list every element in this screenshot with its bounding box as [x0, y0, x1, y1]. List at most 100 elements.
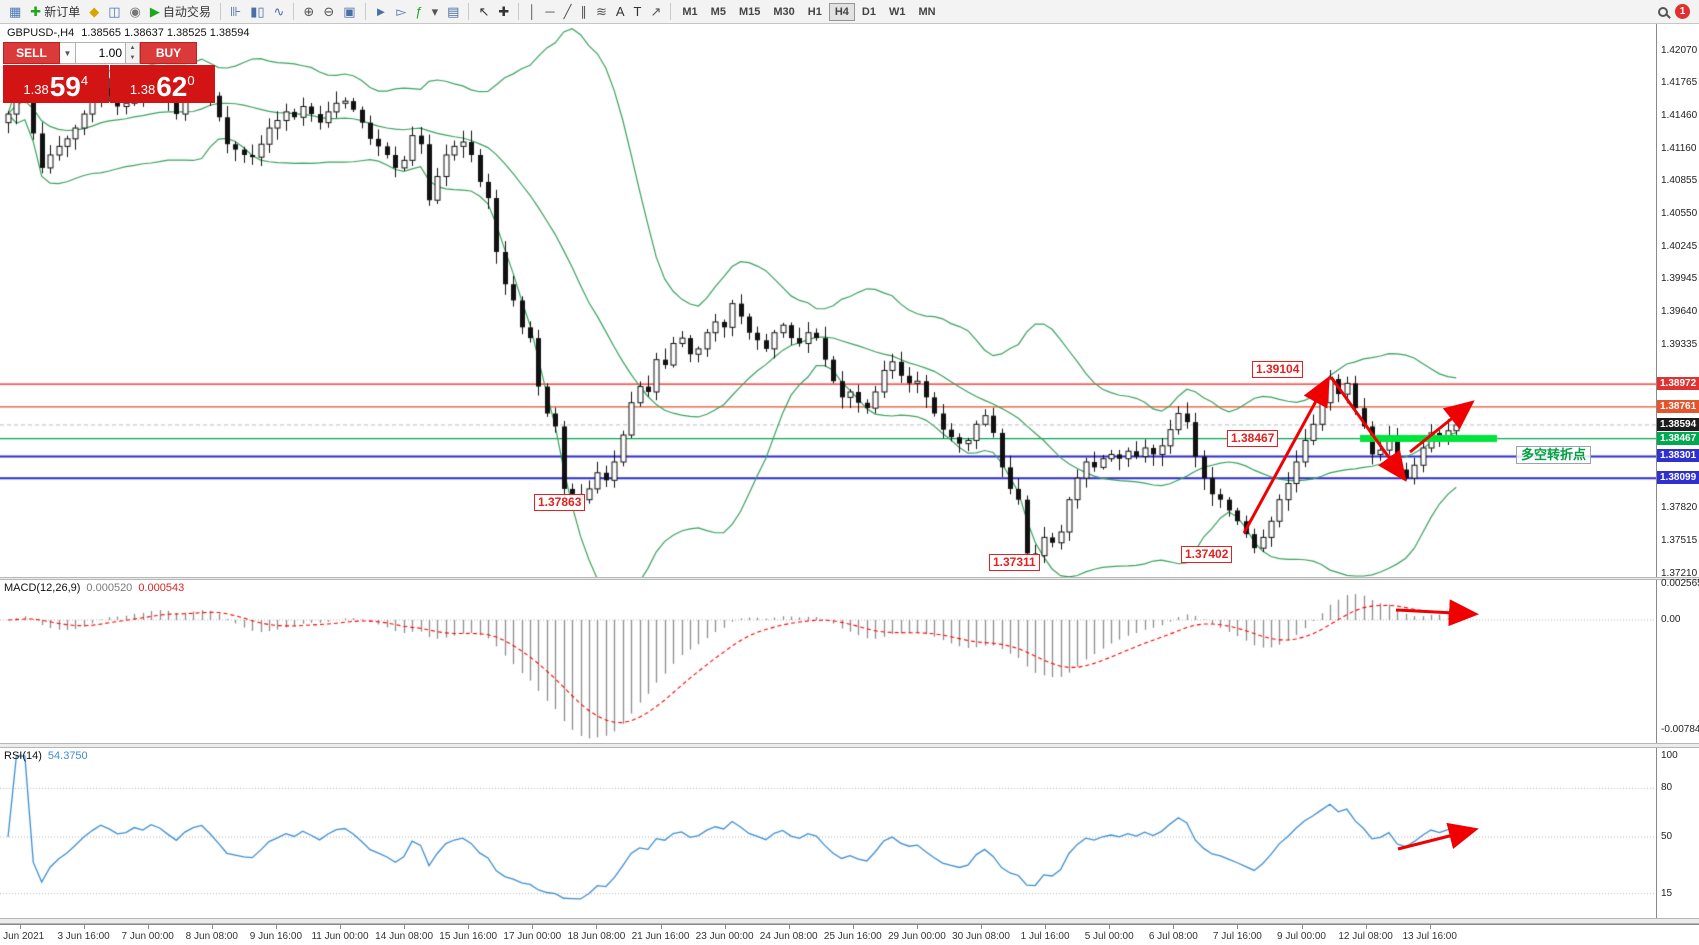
toolbar-separator: [468, 3, 470, 20]
timeframe-m5-button[interactable]: M5: [710, 5, 726, 18]
time-axis-mark: [981, 925, 982, 929]
time-axis-label: 12 Jul 08:00: [1338, 931, 1393, 942]
rsi-indicator-canvas[interactable]: [0, 748, 1657, 918]
time-axis-label: 7 Jul 16:00: [1212, 931, 1262, 942]
time-axis-mark: [1429, 925, 1431, 929]
macd-indicator-canvas[interactable]: [0, 580, 1657, 743]
market-watch-button[interactable]: ◆: [85, 3, 103, 20]
timeframe-m15-button[interactable]: M15: [738, 5, 761, 18]
price-axis-flag: 1.38761: [1657, 399, 1699, 413]
toolbar-separator: [364, 3, 366, 20]
time-axis-mark: [404, 925, 406, 929]
equidistant-channel-icon: ∥: [580, 4, 587, 19]
volume-input[interactable]: [76, 42, 126, 64]
time-axis-label: 3 Jun 16:00: [57, 931, 110, 942]
chevron-down-icon: ▼: [63, 48, 72, 58]
tile-windows-icon: ▣: [343, 4, 356, 19]
notification-badge[interactable]: 1: [1675, 4, 1690, 19]
buy-price-display[interactable]: 1.38 62 0: [109, 65, 215, 103]
toolbar-separator: [518, 3, 520, 20]
panel-splitter[interactable]: [0, 918, 1699, 924]
bar-chart-mode-icon: ⊪: [229, 4, 242, 19]
time-axis-mark: [1109, 925, 1111, 929]
price-axis-tick: 1.42070: [1661, 44, 1698, 56]
data-window-button[interactable]: ◫: [104, 3, 124, 20]
time-axis[interactable]: [0, 924, 1699, 945]
price-axis-flag: 1.38594: [1657, 417, 1699, 431]
macd-value: 0.000520: [86, 582, 133, 594]
timeframe-m30-button[interactable]: M30: [773, 5, 795, 18]
arrows-tool-button[interactable]: ↗: [646, 3, 665, 20]
toolbar-separator: [219, 3, 221, 20]
timeframe-h4-button[interactable]: H4: [828, 2, 855, 21]
cursor-button[interactable]: ↖: [474, 3, 493, 20]
time-axis-mark: [1365, 925, 1367, 929]
navigator-button[interactable]: ◉: [126, 3, 145, 20]
timeframe-w1-button[interactable]: W1: [888, 5, 906, 18]
text-label-button[interactable]: T: [630, 3, 646, 20]
timeframe-m1-button[interactable]: M1: [682, 5, 698, 18]
new-chart-button[interactable]: ▦: [5, 3, 25, 20]
line-chart-mode-button[interactable]: ∿: [270, 3, 289, 20]
volume-stepper[interactable]: ▲ ▼: [126, 42, 140, 64]
buy-button[interactable]: BUY: [140, 42, 197, 64]
price-axis-flag: 1.38972: [1657, 377, 1699, 391]
timeframe-mn-button[interactable]: MN: [918, 5, 936, 18]
time-axis-mark: [724, 925, 726, 929]
sell-price-display[interactable]: 1.38 59 4: [3, 65, 109, 103]
auto-trading-button[interactable]: ▶ 自动交易: [146, 1, 215, 22]
text-label-icon: T: [633, 4, 642, 19]
rsi-axis-tick: 80: [1661, 782, 1673, 794]
time-axis-mark: [211, 925, 213, 929]
time-axis-label: 21 Jun 16:00: [631, 931, 690, 942]
trendline-button[interactable]: ╱: [560, 3, 576, 20]
price-axis-tick: 1.39945: [1661, 273, 1698, 285]
periods-button[interactable]: ▾: [428, 3, 443, 20]
timeframe-d1-button[interactable]: D1: [861, 5, 876, 18]
macd-axis-tick: 0.002565: [1661, 578, 1699, 590]
panel-splitter[interactable]: [0, 577, 1699, 580]
time-axis-mark: [275, 925, 277, 929]
cursor-icon: ↖: [478, 4, 490, 19]
buy-price-small: 1.38: [129, 82, 156, 97]
chart-shift-button[interactable]: ▻: [392, 3, 410, 20]
stepper-down-icon[interactable]: ▼: [126, 53, 139, 63]
price-annotation-label: 1.38467: [1227, 430, 1279, 447]
candlestick-mode-button[interactable]: ▮▯: [246, 3, 268, 20]
horizontal-line-button[interactable]: ─: [541, 3, 558, 20]
new-chart-icon: ▦: [9, 4, 22, 19]
time-axis-label: 5 Jul 00:00: [1084, 931, 1134, 942]
text-button[interactable]: A: [612, 3, 629, 20]
crosshair-button[interactable]: ✚: [494, 3, 513, 20]
time-axis-mark: [916, 925, 918, 929]
panel-splitter[interactable]: [0, 743, 1699, 748]
volume-dropdown[interactable]: ▼: [60, 42, 76, 64]
vertical-line-button[interactable]: │: [524, 3, 540, 20]
templates-button[interactable]: ▤: [443, 3, 463, 20]
indicators-button[interactable]: ƒ: [411, 3, 426, 20]
horizontal-line-icon: ─: [545, 4, 555, 19]
periods-icon: ▾: [431, 4, 439, 19]
price-axis-flag: 1.38301: [1657, 449, 1699, 463]
text-icon: A: [615, 4, 625, 19]
price-chart-canvas[interactable]: [0, 24, 1657, 577]
fibonacci-button[interactable]: ≋: [592, 3, 611, 20]
stepper-up-icon[interactable]: ▲: [126, 43, 139, 53]
sell-button[interactable]: SELL: [3, 42, 60, 64]
search-icon[interactable]: [1658, 6, 1668, 17]
auto-scroll-button[interactable]: ►: [371, 3, 392, 20]
equidistant-channel-button[interactable]: ∥: [576, 3, 591, 20]
tile-windows-button[interactable]: ▣: [339, 3, 359, 20]
time-axis-label: 6 Jul 08:00: [1148, 931, 1198, 942]
time-axis-label: 17 Jun 00:00: [503, 931, 562, 942]
time-axis-label: 9 Jun 16:00: [249, 931, 303, 942]
bar-chart-mode-button[interactable]: ⊪: [226, 3, 245, 20]
new-order-button[interactable]: ✚ 新订单: [26, 1, 84, 22]
time-axis-label: 1 Jul 16:00: [1020, 931, 1070, 942]
price-annotation-label: 1.37863: [534, 494, 586, 511]
timeframe-h1-button[interactable]: H1: [807, 5, 822, 18]
price-axis-tick: 1.37820: [1661, 502, 1698, 514]
zoom-in-button[interactable]: ⊕: [299, 3, 318, 20]
zoom-out-button[interactable]: ⊖: [319, 3, 338, 20]
